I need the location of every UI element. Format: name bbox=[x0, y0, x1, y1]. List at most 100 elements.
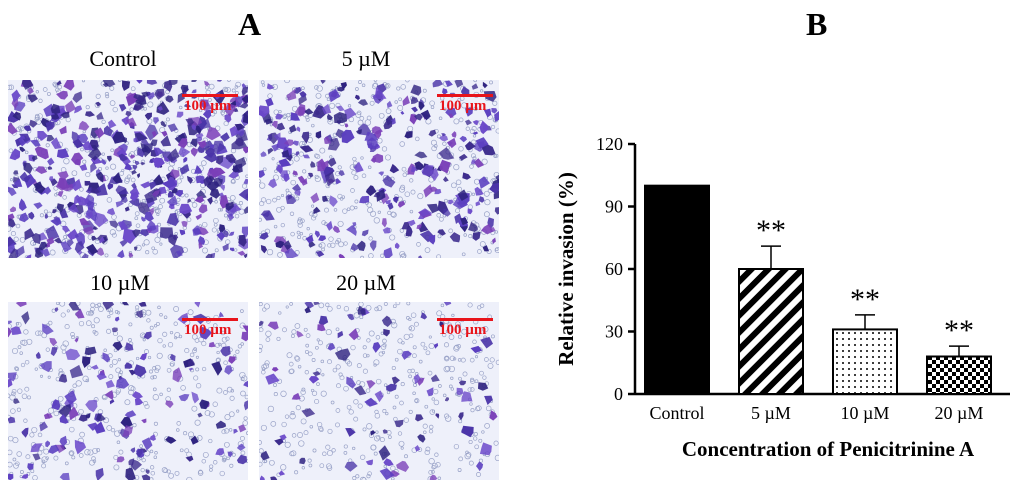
stained-cell bbox=[69, 364, 84, 379]
bar-3 bbox=[926, 355, 992, 395]
membrane-pore bbox=[461, 252, 466, 257]
stained-cell bbox=[318, 315, 329, 326]
stained-cell bbox=[411, 106, 418, 113]
membrane-pore bbox=[260, 80, 265, 85]
membrane-pore bbox=[408, 326, 413, 330]
membrane-pore bbox=[221, 429, 227, 435]
stained-cell bbox=[296, 330, 304, 338]
membrane-pore bbox=[24, 150, 29, 155]
membrane-pore bbox=[37, 432, 43, 438]
membrane-pore bbox=[223, 360, 228, 365]
stained-cell bbox=[9, 206, 17, 212]
stained-cell bbox=[24, 228, 35, 241]
membrane-pore bbox=[420, 341, 426, 347]
stained-cell bbox=[297, 103, 306, 116]
membrane-pore bbox=[303, 430, 309, 436]
membrane-pore bbox=[398, 440, 405, 447]
membrane-pore bbox=[222, 86, 228, 93]
membrane-pore bbox=[240, 309, 244, 313]
membrane-pore bbox=[201, 458, 207, 464]
stained-cell bbox=[314, 230, 320, 238]
membrane-pore bbox=[373, 217, 380, 224]
membrane-pore bbox=[101, 394, 108, 401]
membrane-pore bbox=[167, 342, 174, 348]
stained-cell bbox=[151, 189, 161, 198]
membrane-pore bbox=[428, 335, 432, 339]
membrane-pore bbox=[442, 141, 447, 146]
stained-cell bbox=[391, 376, 400, 386]
membrane-pore bbox=[60, 312, 66, 318]
stained-cell bbox=[25, 254, 32, 258]
membrane-pore bbox=[269, 459, 275, 466]
stained-cell bbox=[278, 470, 286, 476]
stained-cell bbox=[11, 98, 19, 109]
membrane-pore bbox=[113, 464, 120, 471]
membrane-pore bbox=[41, 459, 46, 464]
membrane-pore bbox=[397, 431, 403, 436]
membrane-pore bbox=[105, 94, 110, 99]
membrane-pore bbox=[29, 432, 35, 438]
membrane-pore bbox=[307, 351, 313, 357]
stained-cell bbox=[112, 341, 123, 351]
membrane-pore bbox=[303, 327, 308, 332]
stained-cell bbox=[220, 346, 231, 357]
membrane-pore bbox=[17, 345, 22, 349]
stained-cell bbox=[215, 155, 224, 165]
membrane-pore bbox=[63, 158, 70, 165]
membrane-pore bbox=[436, 254, 441, 258]
membrane-pore bbox=[225, 336, 230, 341]
membrane-pore bbox=[147, 101, 154, 108]
membrane-pore bbox=[103, 417, 110, 424]
membrane-pore bbox=[476, 472, 481, 477]
membrane-pore bbox=[11, 388, 17, 394]
stained-cell bbox=[476, 461, 484, 472]
stained-cell bbox=[426, 387, 434, 397]
stained-cell bbox=[125, 110, 132, 117]
stained-cell bbox=[428, 129, 437, 137]
stained-cell bbox=[229, 247, 235, 252]
stained-cell bbox=[204, 80, 210, 87]
membrane-pore bbox=[207, 97, 212, 102]
membrane-pore bbox=[119, 171, 124, 176]
membrane-pore bbox=[333, 208, 338, 212]
membrane-pore bbox=[490, 124, 496, 130]
stained-cell bbox=[11, 184, 19, 189]
membrane-pore bbox=[431, 465, 436, 470]
y-tick-label: 0 bbox=[614, 384, 623, 404]
membrane-pore bbox=[427, 370, 433, 376]
membrane-pore bbox=[191, 202, 198, 208]
membrane-pore bbox=[263, 303, 270, 310]
membrane-pore bbox=[70, 332, 75, 337]
stained-cell bbox=[85, 111, 95, 117]
membrane-pore bbox=[200, 160, 207, 166]
membrane-pore bbox=[383, 383, 388, 387]
membrane-pore bbox=[32, 475, 38, 480]
stained-cell bbox=[172, 367, 183, 383]
membrane-pore bbox=[227, 80, 231, 82]
membrane-pore bbox=[369, 210, 377, 217]
stained-cell bbox=[124, 362, 133, 369]
membrane-pore bbox=[423, 430, 427, 435]
membrane-pore bbox=[21, 339, 28, 346]
stained-cell bbox=[70, 178, 82, 192]
membrane-pore bbox=[428, 429, 434, 434]
membrane-pore bbox=[116, 311, 121, 315]
membrane-pore bbox=[425, 446, 431, 452]
stained-cell bbox=[286, 89, 297, 101]
membrane-pore bbox=[63, 235, 68, 239]
membrane-pore bbox=[482, 326, 489, 333]
membrane-pore bbox=[490, 334, 495, 339]
membrane-pore bbox=[290, 179, 296, 186]
stained-cell bbox=[423, 184, 433, 198]
stained-cell bbox=[265, 97, 274, 107]
membrane-pore bbox=[10, 408, 16, 414]
membrane-pore bbox=[495, 128, 499, 134]
membrane-pore bbox=[135, 356, 140, 361]
stained-cell bbox=[419, 208, 433, 217]
membrane-pore bbox=[451, 313, 455, 318]
stained-cell bbox=[195, 213, 202, 220]
membrane-pore bbox=[169, 330, 174, 335]
membrane-pore bbox=[457, 186, 463, 192]
membrane-pore bbox=[39, 374, 44, 378]
membrane-pore bbox=[146, 318, 151, 323]
